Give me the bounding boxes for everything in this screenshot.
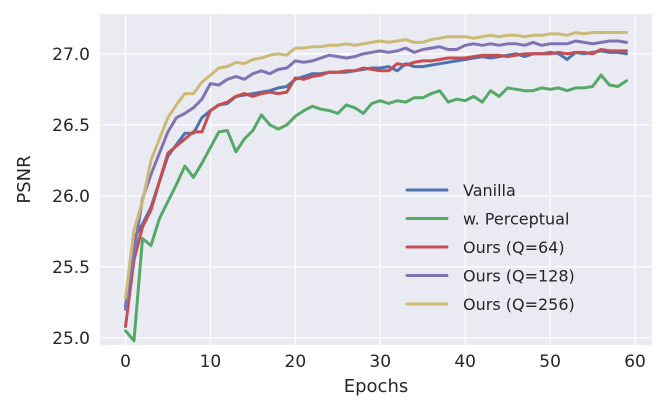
x-tick-label: 0 bbox=[120, 352, 131, 372]
y-tick-label: 27.0 bbox=[52, 45, 90, 65]
tick-labels: 0 10 20 30 40 50 60 25.0 25.5 26.0 26.5 27.0 bbox=[52, 45, 646, 372]
series-group bbox=[124, 31, 628, 343]
legend-label: Ours (Q=64) bbox=[463, 238, 565, 257]
x-tick-label: 60 bbox=[624, 352, 646, 372]
grid-lines bbox=[100, 14, 652, 345]
x-axis-label: Epochs bbox=[344, 376, 409, 397]
x-tick-label: 40 bbox=[454, 352, 476, 372]
x-tick-label: 20 bbox=[285, 352, 307, 372]
series-line-3 bbox=[124, 48, 628, 328]
x-tick-label: 10 bbox=[200, 352, 222, 372]
series-line-4 bbox=[124, 39, 628, 311]
y-tick-label: 26.5 bbox=[52, 116, 90, 136]
x-tick-label: 30 bbox=[369, 352, 391, 372]
legend-label: Ours (Q=128) bbox=[463, 267, 575, 286]
y-tick-label: 26.0 bbox=[52, 187, 90, 207]
y-axis-label: PSNR bbox=[14, 155, 35, 203]
series-line-2 bbox=[124, 73, 628, 343]
series-line-5 bbox=[124, 31, 628, 300]
legend-label: Ours (Q=256) bbox=[463, 295, 575, 314]
legend-label: w. Perceptual bbox=[463, 210, 569, 229]
y-tick-label: 25.5 bbox=[52, 258, 90, 278]
legend: Vanilla w. Perceptual Ours (Q=64) Ours (Q=1… bbox=[405, 181, 575, 314]
y-tick-label: 25.0 bbox=[52, 329, 90, 349]
x-tick-label: 50 bbox=[539, 352, 561, 372]
legend-label: Vanilla bbox=[463, 181, 516, 200]
